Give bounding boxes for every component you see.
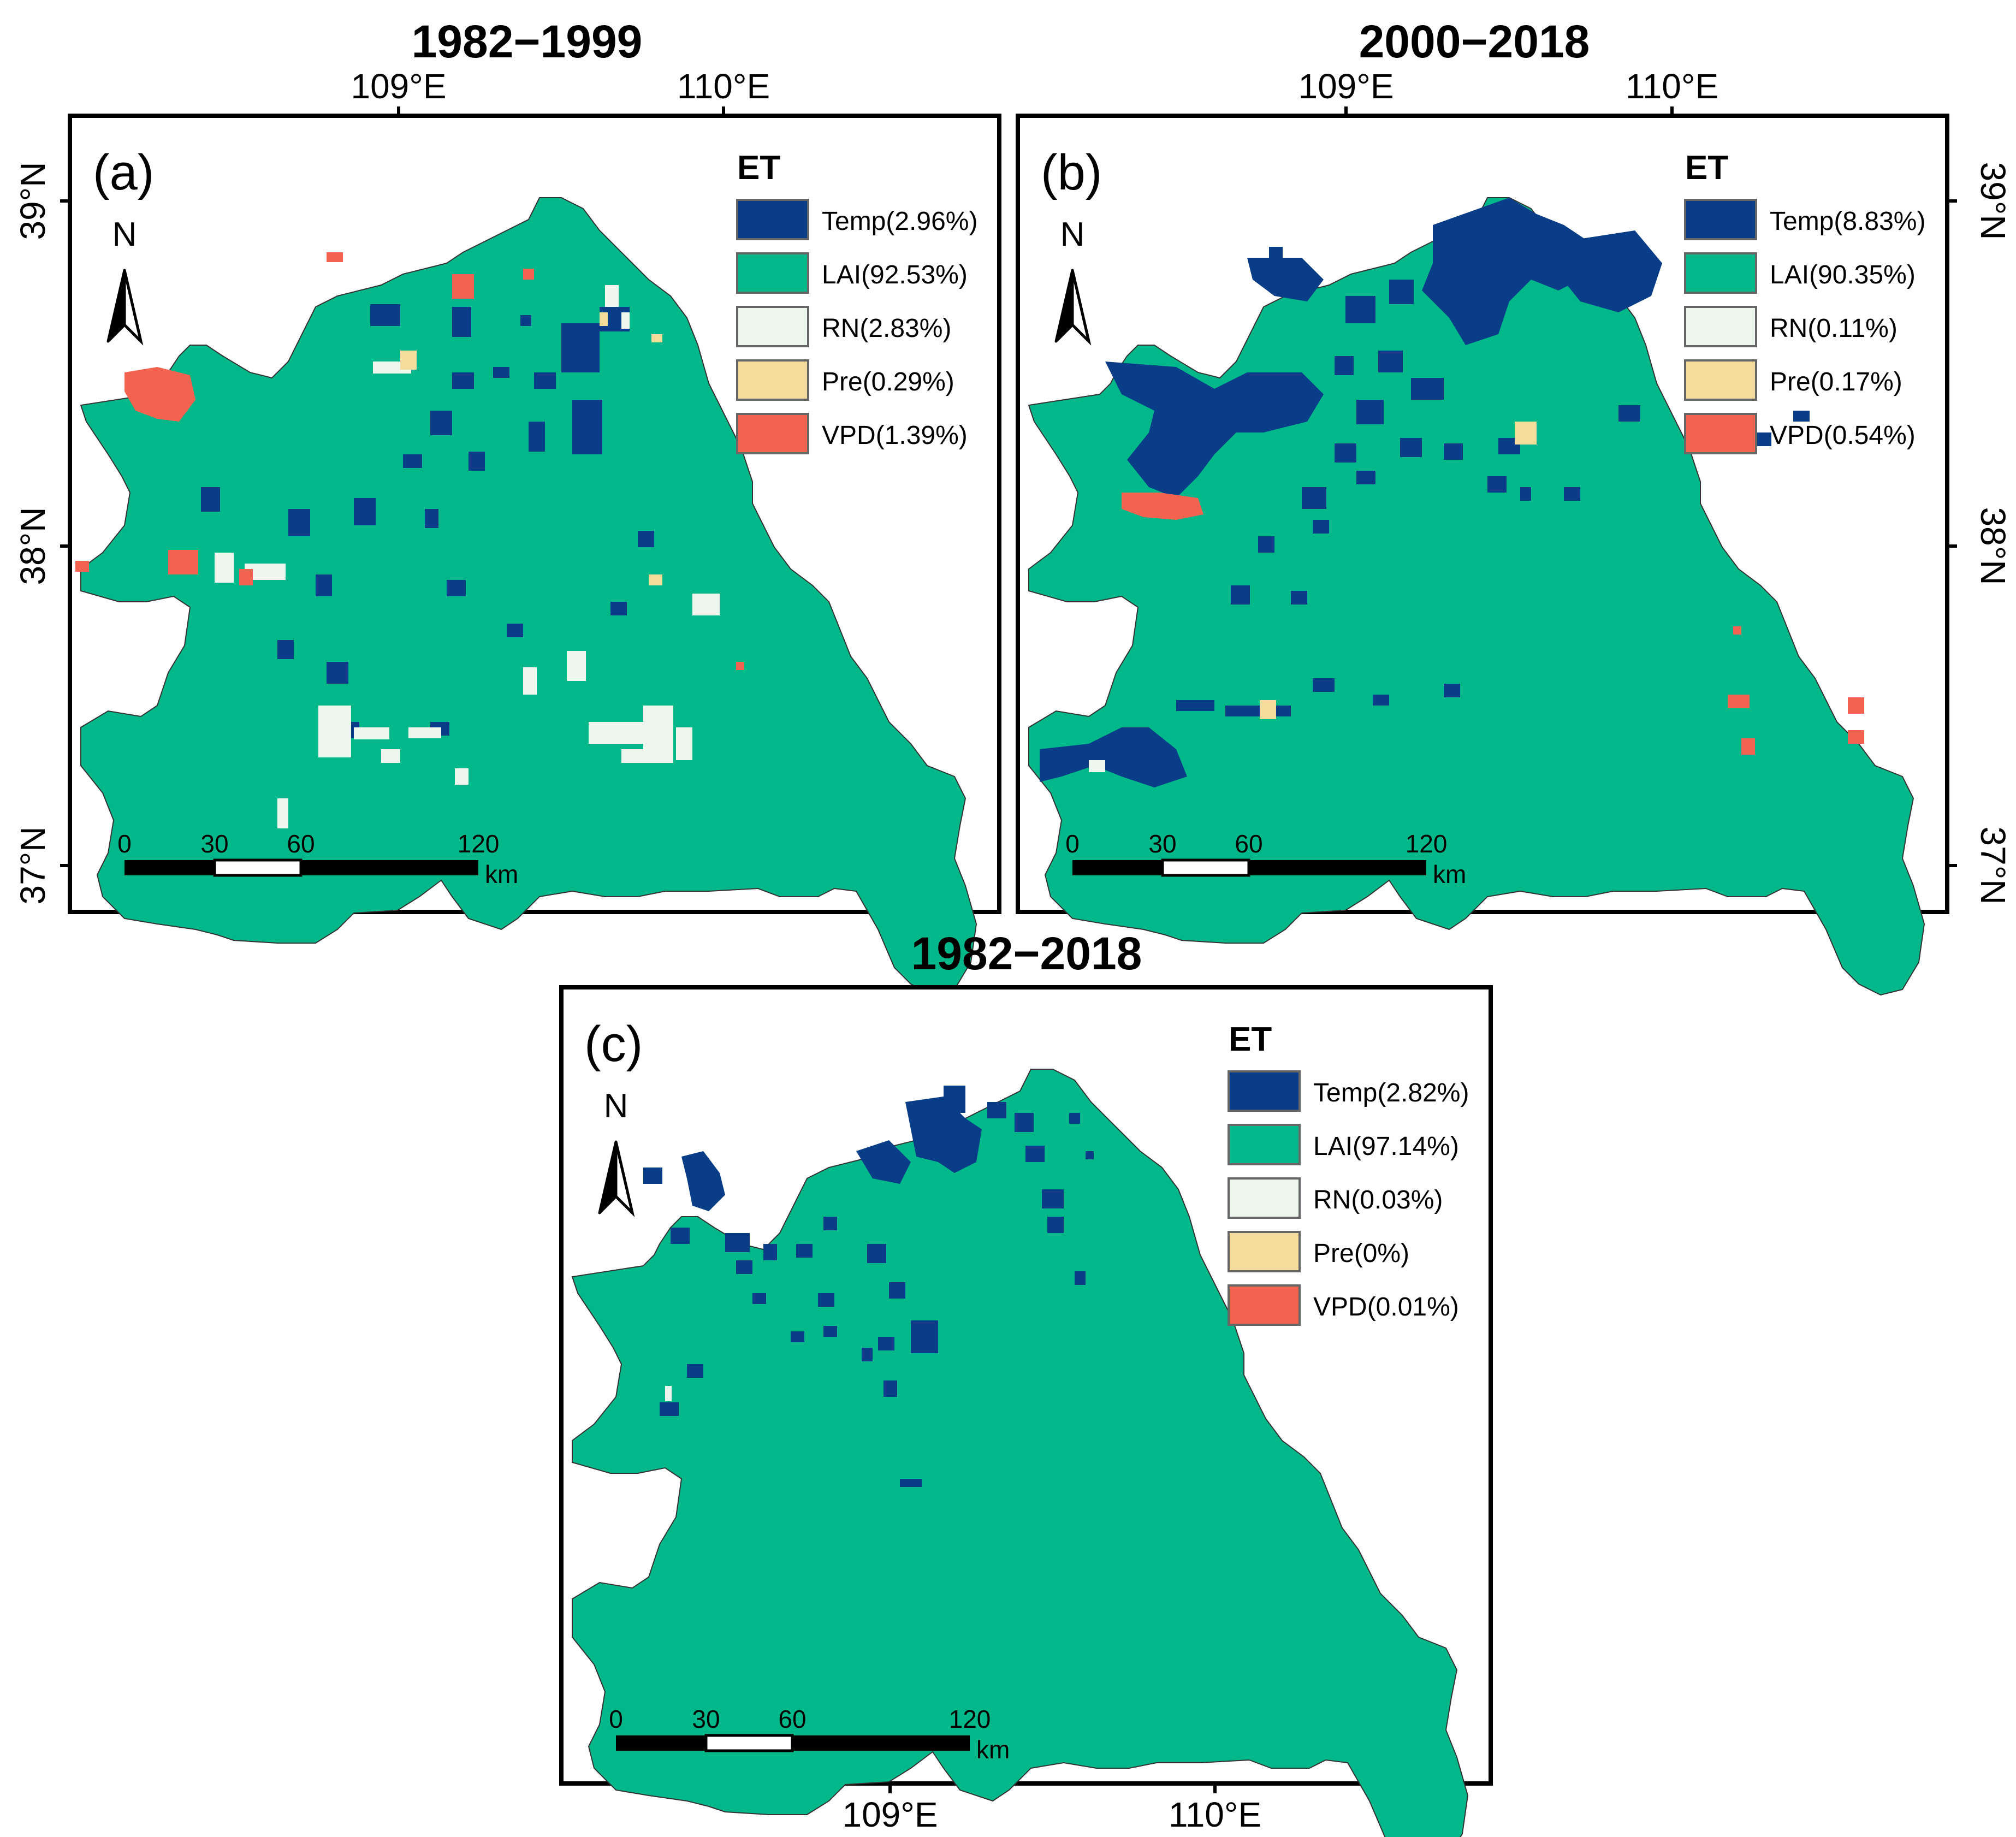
- panel-c-legend-title: ET: [1229, 1021, 1272, 1058]
- panel-c-lon-110-label: 110°E: [1169, 1795, 1261, 1834]
- panel-b-scale-tick-120: 120: [1406, 829, 1448, 858]
- panel-b-map: (b): [1016, 114, 1949, 995]
- panel-a-north-arrow: N: [108, 216, 141, 341]
- panel-a-legend: ET Temp(2.96%) LAI(92.53%) RN(2.83%) Pre…: [736, 149, 977, 454]
- panel-a-legend-label-vpd: VPD(1.39%): [822, 421, 968, 450]
- panel-c-lon-109-label: 109°E: [842, 1795, 938, 1834]
- panel-b-lat-37-label: 37°N: [1973, 827, 2013, 905]
- panel-a-scale-unit: km: [485, 860, 518, 888]
- panel-a-title: 1982−1999: [412, 16, 643, 67]
- panel-c-label: (c): [584, 1016, 643, 1072]
- panel-a-lat-37-label: 37°N: [13, 827, 52, 905]
- panel-b-lon-109-label: 109°E: [1298, 67, 1394, 106]
- panel-b-label: (b): [1041, 145, 1102, 200]
- panel-b-legend-swatch-rn: [1684, 306, 1757, 347]
- panel-b-pre-patches: [1260, 422, 1537, 719]
- panel-a-vpd-patches: [75, 252, 744, 670]
- panel-b: 2000−2018 109°E 110°E 39°N 38°N 37°N (b): [1016, 16, 2013, 995]
- panel-c-legend-swatch-vpd: [1228, 1284, 1301, 1326]
- panel-a-legend-label-rn: RN(2.83%): [822, 314, 951, 343]
- panel-c-north-label: N: [604, 1087, 628, 1125]
- panel-b-scale-tick-30: 30: [1148, 829, 1176, 858]
- panel-c-scale-bar: 0 30 60 120 km: [609, 1705, 1010, 1764]
- panel-c-legend-label-rn: RN(0.03%): [1313, 1186, 1443, 1214]
- panel-c-legend: ET Temp(2.82%) LAI(97.14%) RN(0.03%) Pre…: [1228, 1021, 1469, 1326]
- panel-b-title: 2000−2018: [1359, 16, 1590, 67]
- panel-c-legend-swatch-rn: [1228, 1177, 1301, 1219]
- panel-c-legend-label-lai: LAI(97.14%): [1313, 1132, 1459, 1161]
- panel-a-scale-tick-30: 30: [200, 829, 228, 858]
- panel-b-vpd-patches: [1122, 493, 1864, 755]
- panel-a-legend-title: ET: [737, 149, 780, 187]
- panel-a-legend-label-lai: LAI(92.53%): [822, 260, 968, 289]
- panel-a-legend-label-temp: Temp(2.96%): [822, 207, 977, 236]
- panel-c-map: (c): [559, 985, 1493, 1837]
- panel-b-legend: ET Temp(8.83%) LAI(90.35%) RN(0.11%) Pre…: [1684, 149, 1925, 454]
- panel-a-lat-38-label: 38°N: [13, 507, 52, 585]
- panel-b-legend-label-vpd: VPD(0.54%): [1770, 421, 1916, 450]
- panel-a-pre-patches: [400, 312, 662, 585]
- panel-c-legend-swatch-temp: [1228, 1070, 1301, 1112]
- panel-c-legend-label-pre: Pre(0%): [1313, 1239, 1409, 1268]
- panel-b-legend-label-pre: Pre(0.17%): [1770, 368, 1902, 396]
- panel-b-rn-patches: [1089, 760, 1105, 772]
- panel-c-rn-patches: [665, 1386, 672, 1401]
- panel-c-scale-tick-30: 30: [692, 1705, 720, 1733]
- panel-c-north-arrow: N: [600, 1087, 632, 1213]
- panel-b-lon-110-label: 110°E: [1626, 67, 1718, 106]
- panel-a-scale-tick-120: 120: [458, 829, 500, 858]
- panel-c-legend-label-vpd: VPD(0.01%): [1313, 1293, 1459, 1322]
- panel-b-legend-title: ET: [1685, 149, 1728, 187]
- panel-b-legend-swatch-lai: [1684, 252, 1757, 294]
- panel-a: 1982−1999 109°E 110°E 39°N 38°N 37°N (a): [13, 16, 1001, 995]
- panel-a-scale-bar: 0 30 60 120 km: [117, 829, 518, 888]
- panel-b-lat-38-label: 38°N: [1973, 507, 2013, 585]
- panel-a-map: (a): [68, 114, 1001, 995]
- panel-a-rn-patches: [215, 285, 720, 828]
- panel-a-legend-swatch-vpd: [736, 413, 809, 454]
- panel-a-legend-label-pre: Pre(0.29%): [822, 368, 954, 396]
- panel-b-legend-label-rn: RN(0.11%): [1770, 314, 1898, 343]
- panel-b-legend-label-lai: LAI(90.35%): [1770, 260, 1916, 289]
- panel-a-lon-110-label: 110°E: [677, 67, 770, 106]
- panel-b-legend-swatch-pre: [1684, 359, 1757, 401]
- panel-a-label: (a): [93, 145, 154, 200]
- panel-a-lon-109-label: 109°E: [351, 67, 446, 106]
- panel-c-scale-tick-0: 0: [609, 1705, 623, 1733]
- panel-c-legend-label-temp: Temp(2.82%): [1313, 1079, 1469, 1107]
- panel-a-legend-swatch-pre: [736, 359, 809, 401]
- panel-a-legend-swatch-temp: [736, 199, 809, 240]
- panel-a-scale-tick-60: 60: [287, 829, 315, 858]
- panel-c-temp-patches: [643, 1086, 1094, 1487]
- panel-a-lat-39-label: 39°N: [13, 162, 52, 240]
- panel-b-scale-bar: 0 30 60 120 km: [1065, 829, 1466, 888]
- panel-a-legend-swatch-lai: [736, 252, 809, 294]
- panel-b-scale-tick-0: 0: [1065, 829, 1080, 858]
- panel-a-scale-tick-0: 0: [117, 829, 132, 858]
- panel-b-legend-swatch-temp: [1684, 199, 1757, 240]
- panel-b-north-arrow: N: [1056, 216, 1089, 341]
- panel-b-scale-unit: km: [1433, 860, 1466, 888]
- panel-c-scale-tick-120: 120: [949, 1705, 991, 1733]
- panel-b-north-label: N: [1060, 216, 1085, 253]
- panel-c-scale-unit: km: [976, 1735, 1010, 1764]
- panel-c-title: 1982−2018: [911, 928, 1142, 979]
- panel-b-legend-swatch-vpd: [1684, 413, 1757, 454]
- panel-b-scale-tick-60: 60: [1235, 829, 1262, 858]
- panel-b-lat-39-label: 39°N: [1973, 162, 2013, 240]
- panel-b-legend-label-temp: Temp(8.83%): [1770, 207, 1925, 236]
- panel-a-north-label: N: [112, 216, 137, 253]
- panel-b-temp-patches: [1040, 198, 1810, 787]
- panel-c-legend-swatch-pre: [1228, 1231, 1301, 1272]
- panel-c-legend-swatch-lai: [1228, 1124, 1301, 1165]
- panel-c: 1982−2018 (c): [559, 928, 1493, 1837]
- panel-c-scale-tick-60: 60: [778, 1705, 806, 1733]
- panel-a-legend-swatch-rn: [736, 306, 809, 347]
